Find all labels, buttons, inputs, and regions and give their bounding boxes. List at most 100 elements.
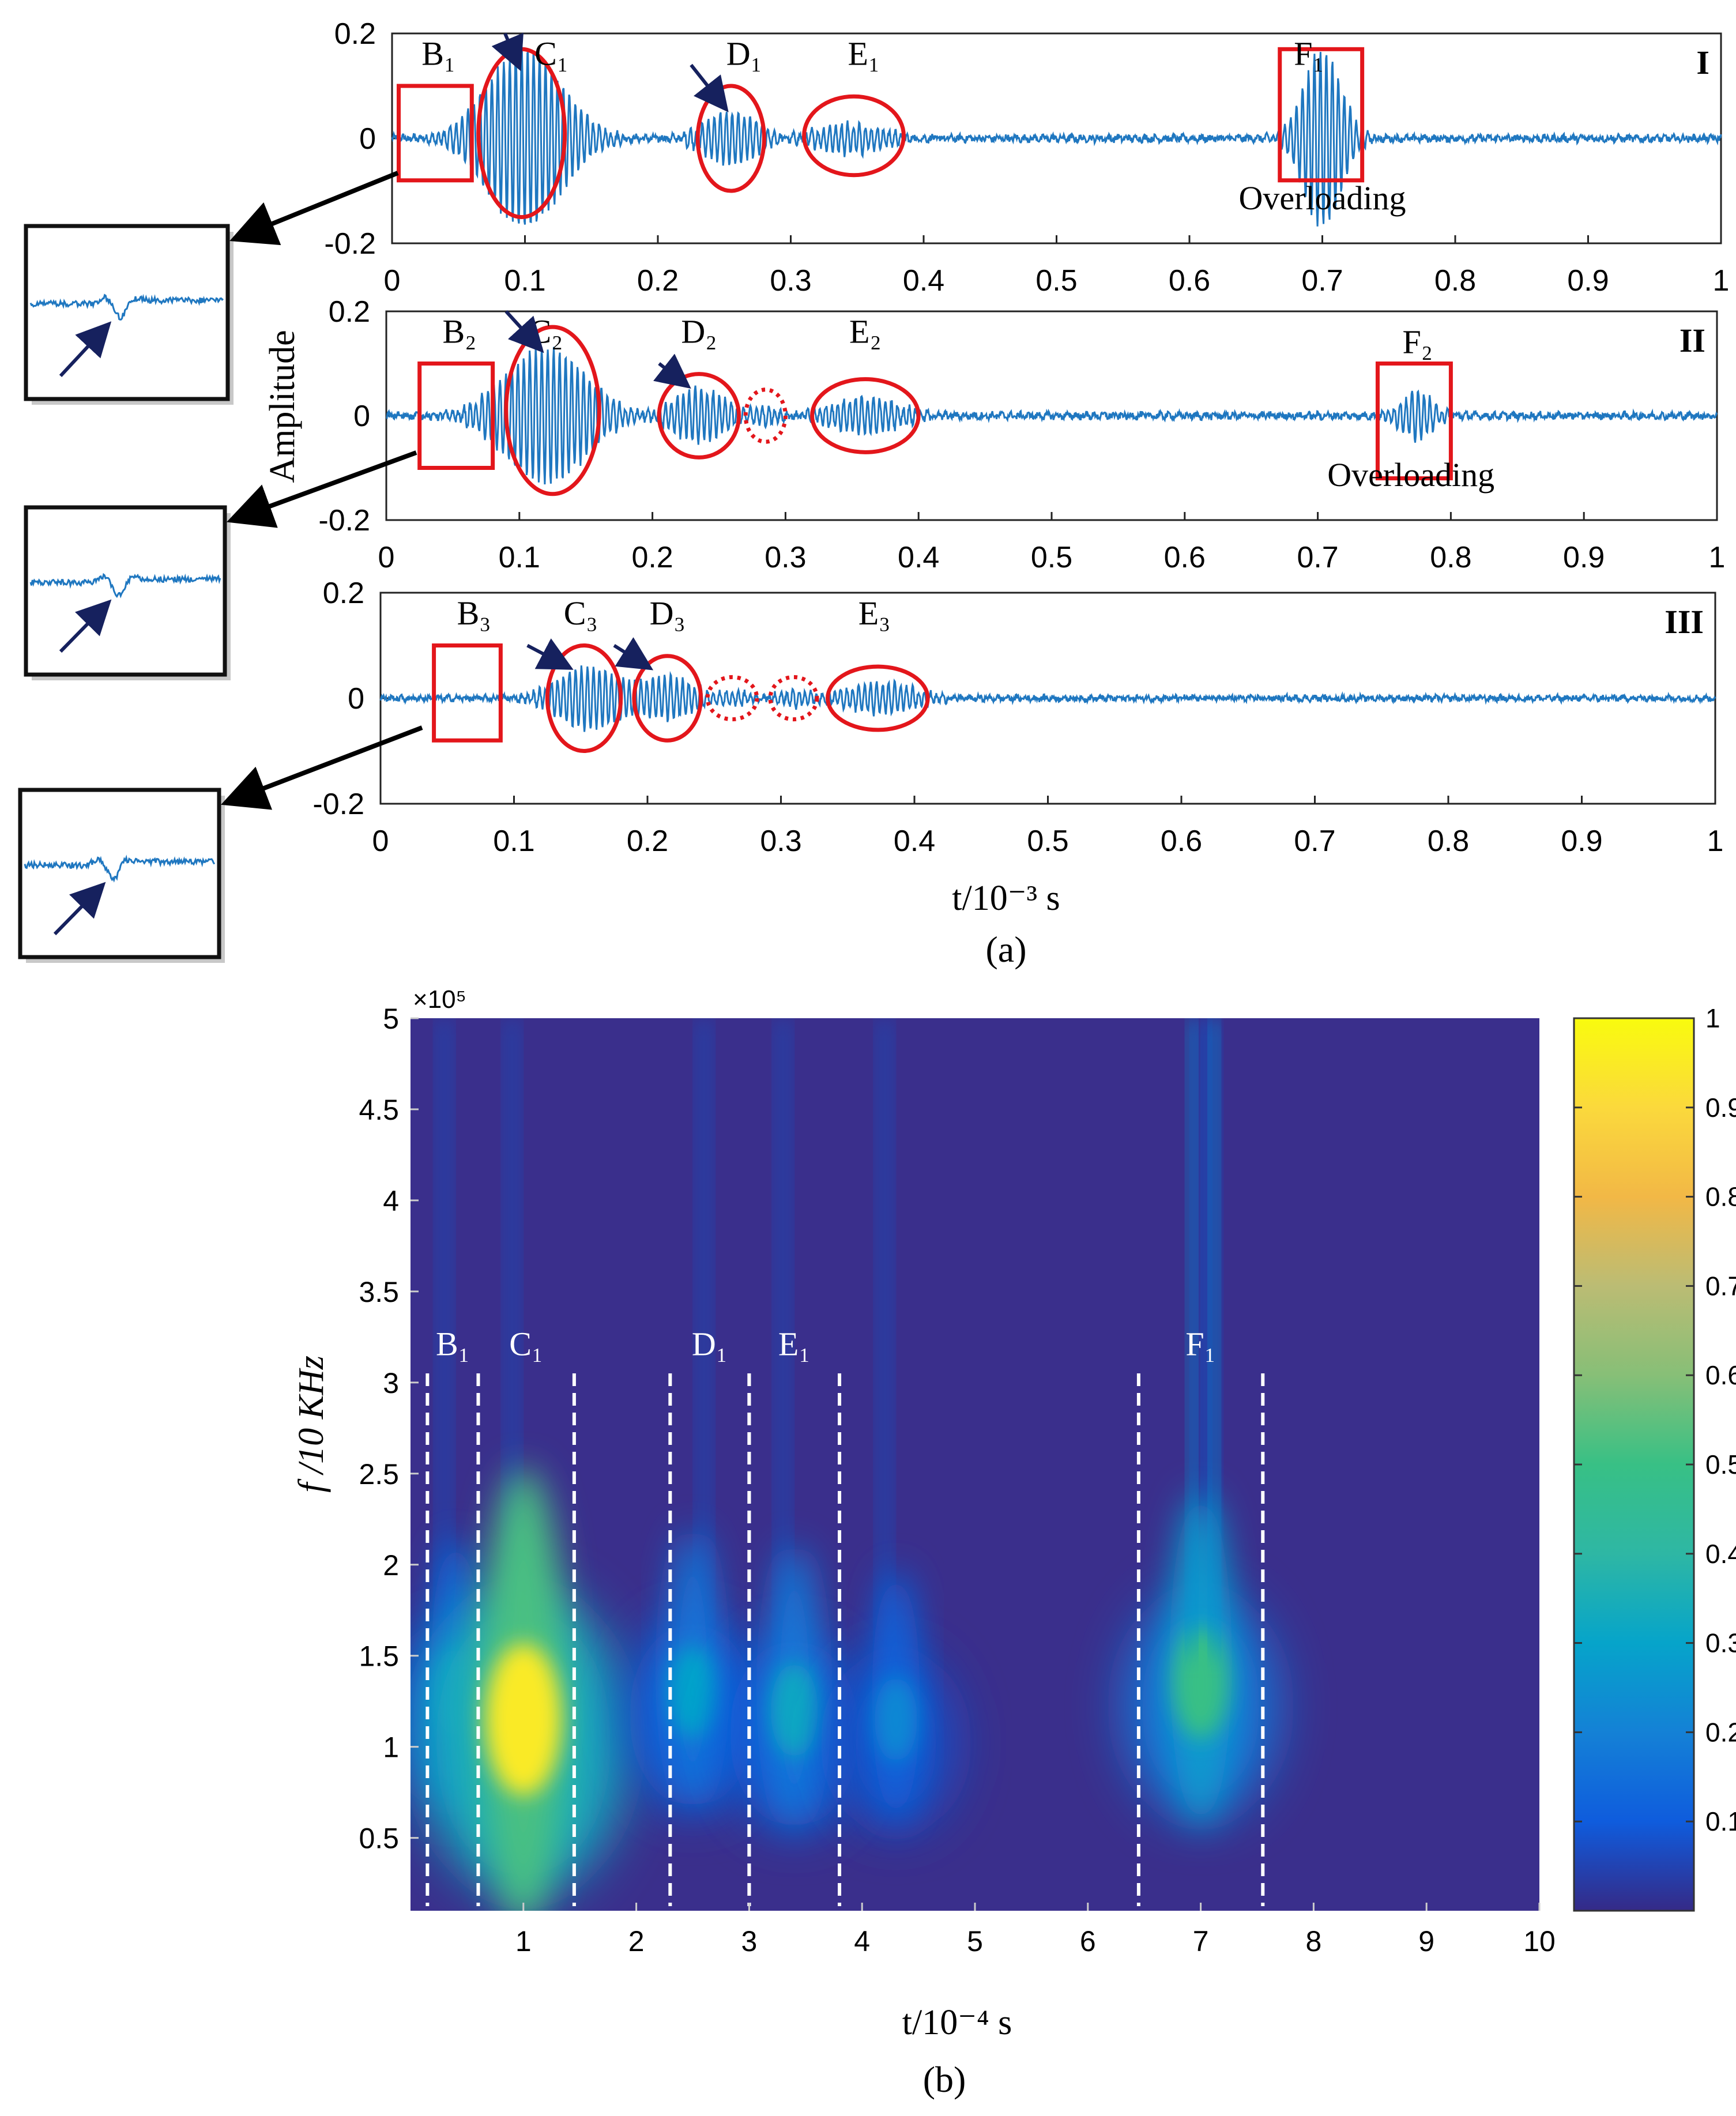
energy-core <box>770 1663 818 1758</box>
spectrogram-region-label: E₁ <box>778 1325 811 1362</box>
x-tick-label: 0.2 <box>637 264 679 298</box>
event-label-B: B₁ <box>421 35 455 73</box>
y-tick-label: 0.2 <box>329 295 370 329</box>
spectrogram-region-label: D₁ <box>692 1325 728 1362</box>
onset-arrow <box>690 63 729 112</box>
x-tick-label: 0 <box>372 824 389 858</box>
x-tick-label: 0.7 <box>1294 824 1335 858</box>
dotted-ellipse <box>705 675 759 722</box>
x-tick-label: 0.5 <box>1031 541 1072 574</box>
y-tick-label: 2 <box>383 1549 399 1582</box>
x-tick-label: 0.5 <box>1027 824 1068 858</box>
y-tick-label: 0.5 <box>359 1823 399 1855</box>
x-tick-label: 3 <box>741 1925 757 1957</box>
event-label-B: B₂ <box>442 312 476 350</box>
event-label-C: C₁ <box>534 35 568 73</box>
waveform-series <box>391 49 1722 227</box>
x-tick-label: 0.6 <box>1169 264 1210 298</box>
y-tick-label: 0 <box>359 122 376 156</box>
x-tick-label: 0.8 <box>1428 824 1469 858</box>
event-label-D: D₃ <box>650 594 686 632</box>
overloading-label: Overloading <box>1239 179 1406 217</box>
colorbar-tick-label: 0.8 <box>1705 1182 1736 1212</box>
x-tick-label: 0.6 <box>1164 541 1206 574</box>
row-numeral: II <box>1679 322 1705 359</box>
event-label-F: F₁ <box>1294 35 1324 73</box>
y-tick-label: -0.2 <box>324 227 376 261</box>
event-label-B: B₃ <box>457 594 491 632</box>
x-tick-label: 0.2 <box>631 541 673 574</box>
waveform-row-1: 0.20-0.20 0.1 0.2 0.3 0.4 0.5 0.6 0.7 0.8 0.9 1B₁ C… <box>324 17 1729 298</box>
colorbar-tick-label: 0.6 <box>1705 1360 1736 1390</box>
y-tick-label: 1 <box>383 1731 399 1764</box>
x-tick-label: 0 <box>378 541 395 574</box>
x-tick-label: 0.8 <box>1430 541 1471 574</box>
x-tick-label: 0.1 <box>504 264 545 298</box>
waveform-series <box>379 665 1716 732</box>
x-tick-label: 4 <box>854 1925 870 1957</box>
panel-a-waveforms: 0.20-0.20 0.1 0.2 0.3 0.4 0.5 0.6 0.7 0.8 0.9 1B₁ C… <box>312 17 1729 858</box>
inset-frame <box>24 505 227 677</box>
x-tick-label: 0.6 <box>1161 824 1202 858</box>
overload-streak <box>1188 1018 1195 1656</box>
zoom-insets <box>18 171 423 963</box>
onset-arrow <box>613 637 654 671</box>
y-tick-label: 0.2 <box>334 17 376 51</box>
spectrogram-region-label: C₁ <box>509 1325 543 1362</box>
overload-streak <box>1211 1018 1218 1656</box>
zoom-arrow <box>221 725 423 810</box>
onset-arrow <box>491 32 524 71</box>
highlight-box <box>397 84 474 183</box>
x-tick-label: 1 <box>1713 264 1730 298</box>
x-tick-label: 0.7 <box>1297 541 1338 574</box>
panel-b-y-axis-label: f /10 KHz <box>292 1356 331 1493</box>
colorbar: 0.1 0.2 0.3 0.4 0.5 0.6 0.7 0.8 0.9 1 <box>1573 1003 1736 1912</box>
highlight-ellipse <box>810 377 921 454</box>
highlight-box <box>1375 362 1453 481</box>
y-tick-label: -0.2 <box>318 504 370 537</box>
y-tick-label: 0 <box>348 682 364 716</box>
row-numeral: I <box>1696 44 1709 81</box>
panel-a-x-axis-label: t/10⁻³ s <box>952 879 1060 918</box>
x-tick-label: 0.1 <box>499 541 540 574</box>
colorbar-tick-label: 0.2 <box>1705 1717 1736 1747</box>
inset-waveform <box>29 293 224 321</box>
y-tick-label: 3 <box>383 1367 399 1399</box>
event-label-E: E₂ <box>849 312 882 350</box>
zoom-inset-3 <box>18 725 423 963</box>
colorbar-tick-label: 0.1 <box>1705 1806 1736 1836</box>
x-tick-label: 0.2 <box>627 824 668 858</box>
x-tick-label: 0.3 <box>770 264 811 298</box>
x-tick-label: 5 <box>967 1925 983 1957</box>
event-label-F: F₂ <box>1402 323 1432 360</box>
highlight-ellipse <box>632 654 703 743</box>
highlight-ellipse <box>802 94 906 178</box>
event-label-D: D₂ <box>681 312 717 350</box>
x-tick-label: 2 <box>628 1925 645 1957</box>
onset-arrow <box>653 353 691 389</box>
colorbar-tick-label: 0.7 <box>1705 1271 1736 1301</box>
highlight-ellipse <box>657 372 741 460</box>
event-label-C: C₃ <box>564 594 598 632</box>
frequency-streak <box>879 1018 891 1733</box>
x-tick-label: 0.9 <box>1567 264 1609 298</box>
panel-a-y-axis-label: Amplitude <box>263 330 302 483</box>
highlight-ellipse <box>826 664 930 732</box>
dotted-ellipse <box>743 387 788 444</box>
x-tick-label: 1 <box>1707 824 1724 858</box>
energy-core <box>669 1646 716 1738</box>
x-tick-label: 1 <box>1709 541 1726 574</box>
x-tick-label: 10 <box>1523 1925 1556 1957</box>
highlight-box <box>432 643 503 743</box>
energy-core <box>875 1677 917 1762</box>
x-tick-label: 0.4 <box>894 824 935 858</box>
dotted-ellipse <box>768 675 819 722</box>
region-boundaries: B₁ C₁ D₁ E₁ F₁ <box>425 1325 1265 1906</box>
y-tick-label: 2.5 <box>359 1458 399 1490</box>
panel-b-spectrogram: B₁ C₁ D₁ E₁ F₁ 0.5 1 1.5 2 2.5 3 3.5 4 4.5 5 1 2 3 4 5 6 7 8 9… <box>359 1003 1555 1957</box>
energy-core <box>1173 1628 1229 1739</box>
x-tick-label: 1 <box>515 1925 532 1957</box>
zoom-arrow <box>226 450 417 528</box>
spectrogram-region-label: F₁ <box>1185 1325 1215 1362</box>
overloading-label: Overloading <box>1327 456 1494 494</box>
